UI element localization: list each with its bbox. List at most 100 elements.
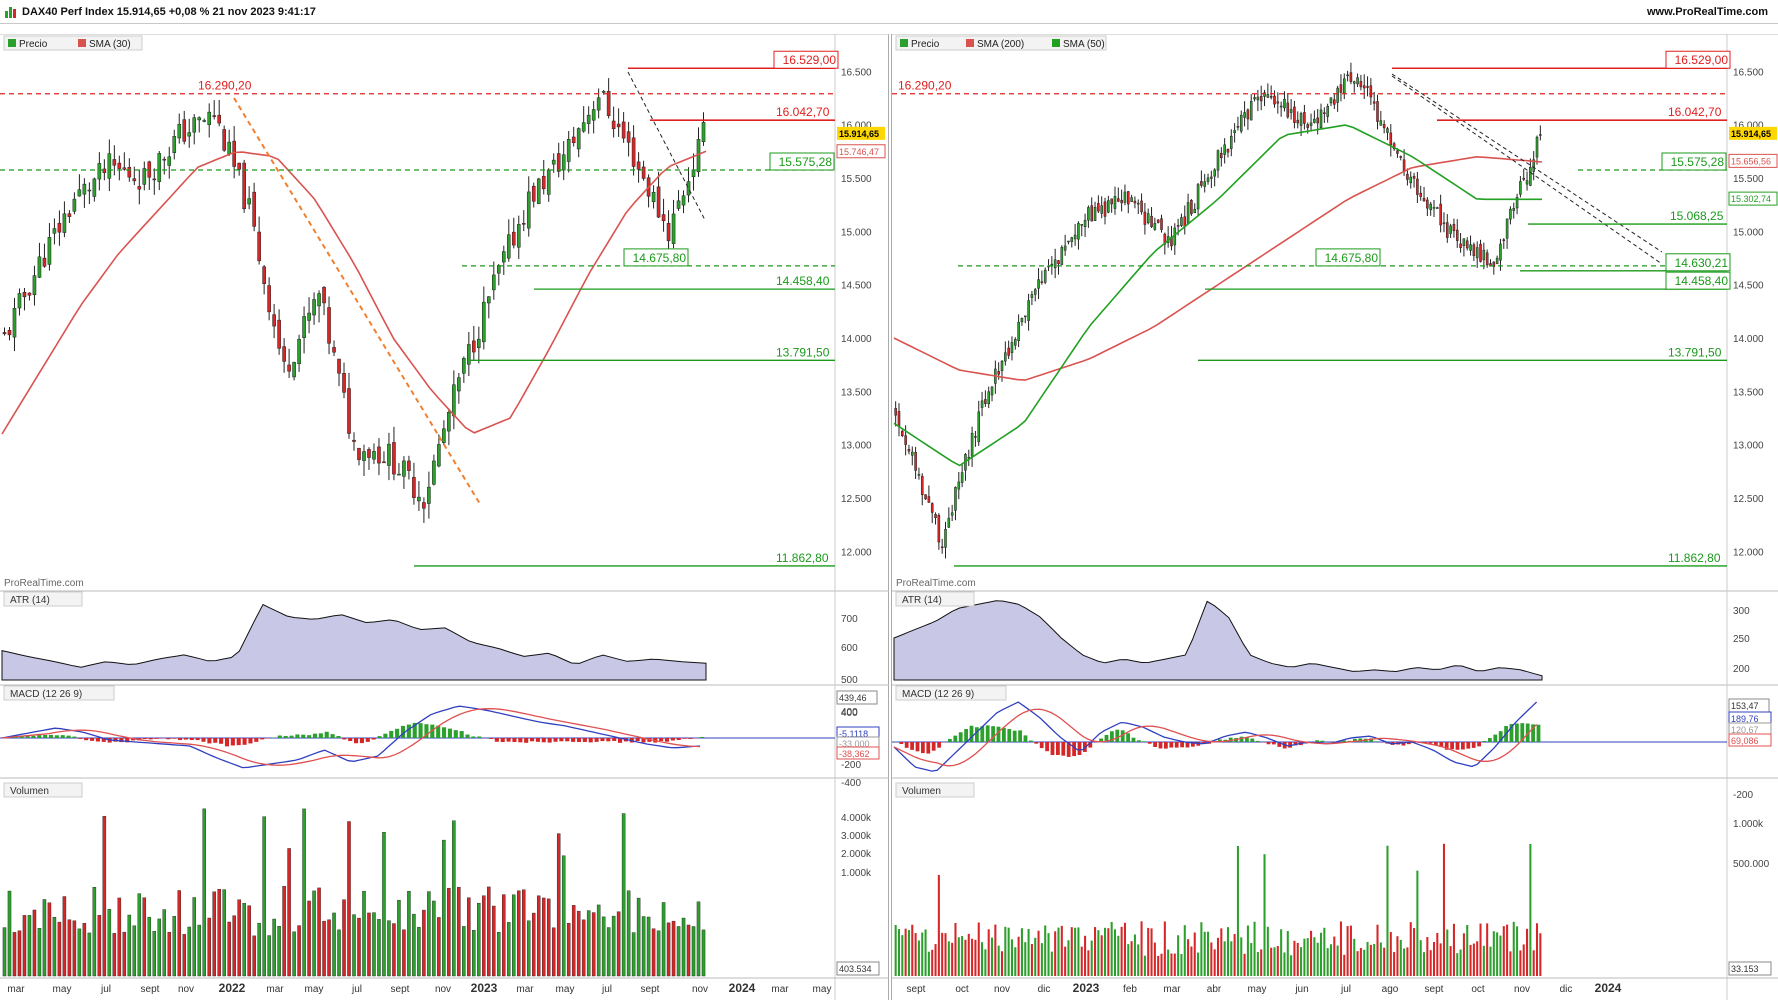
- last-price-tag: [837, 126, 885, 140]
- legend-label[interactable]: Precio: [19, 39, 48, 50]
- macd-histogram-bar: [1158, 742, 1163, 749]
- volume-bar: [1296, 942, 1299, 976]
- volume-bar: [492, 905, 496, 977]
- volume-bar: [911, 924, 914, 976]
- candle: [1097, 203, 1100, 212]
- time-axis-tick: abr: [1207, 984, 1222, 995]
- candle: [1449, 225, 1452, 234]
- volume-bar: [1014, 947, 1017, 976]
- macd-histogram-bar: [500, 738, 505, 743]
- macd-legend-label[interactable]: MACD (12 26 9): [902, 689, 974, 700]
- volume-bar: [917, 940, 920, 976]
- candle: [511, 231, 516, 246]
- candle: [671, 213, 676, 244]
- macd-histogram-bar: [312, 733, 318, 738]
- volume-bar: [696, 901, 701, 977]
- volume-legend-label[interactable]: Volumen: [10, 786, 49, 797]
- candle: [1372, 101, 1376, 104]
- macd-histogram-bar: [1169, 742, 1174, 748]
- legend-label[interactable]: Precio: [911, 39, 940, 50]
- candle: [132, 178, 137, 182]
- macd-histogram-bar: [1039, 742, 1044, 749]
- volume-bar: [691, 926, 696, 977]
- volume-axis-tick: 1.000k: [841, 868, 872, 879]
- macd-axis-tick: -400: [841, 778, 861, 789]
- atr-legend-label[interactable]: ATR (14): [902, 595, 942, 606]
- volume-value-label: 33.153: [1731, 964, 1759, 974]
- volume-bar: [666, 922, 671, 977]
- macd-legend-label[interactable]: MACD (12 26 9): [10, 689, 82, 700]
- candle: [541, 175, 546, 190]
- candle: [27, 292, 32, 296]
- legend-label[interactable]: SMA (50): [1063, 39, 1105, 50]
- atr-value-label: 153,47: [1731, 701, 1759, 711]
- volume-bar: [1426, 937, 1429, 976]
- legend-label[interactable]: SMA (30): [89, 39, 131, 50]
- volume-bar: [1120, 926, 1123, 976]
- macd-histogram-bar: [1353, 738, 1357, 742]
- volume-bar: [1197, 952, 1200, 976]
- atr-area: [893, 600, 1543, 681]
- candle: [347, 388, 351, 434]
- candle: [506, 234, 511, 259]
- volume-legend-label[interactable]: Volumen: [902, 786, 941, 797]
- candle: [1426, 199, 1429, 209]
- macd-histogram-bar: [336, 736, 341, 738]
- candle: [237, 162, 241, 170]
- candle: [1299, 113, 1303, 126]
- candle: [227, 141, 231, 155]
- indicator-value-label: 15.746,47: [839, 147, 879, 157]
- candle: [566, 139, 571, 162]
- macd-axis-tick: 400: [841, 708, 858, 719]
- candle: [581, 122, 586, 132]
- site-label[interactable]: www.ProRealTime.com: [1646, 6, 1768, 18]
- macd-histogram-bar: [25, 735, 30, 738]
- candle: [1077, 222, 1080, 240]
- left-chart-pane[interactable]: 16.529,00 16.290,20 16.042,70 15.575,28 14.6…: [0, 34, 889, 1000]
- candle: [1140, 200, 1143, 213]
- left-chart-canvas[interactable]: 16.529,00 16.290,20 16.042,70 15.575,28 14.6…: [0, 34, 889, 1000]
- macd-histogram-bar: [1061, 742, 1066, 756]
- macd-histogram-bar: [1099, 738, 1103, 742]
- macd-histogram-bar: [348, 738, 353, 742]
- macd-histogram-bar: [985, 725, 990, 742]
- price-level-box: [1665, 253, 1731, 272]
- macd-histogram-bar: [1342, 740, 1346, 742]
- macd-histogram-bar: [670, 738, 675, 741]
- last-price-label: 15.914,65: [839, 129, 879, 139]
- volume-bar: [402, 929, 406, 977]
- candle: [556, 153, 561, 172]
- macd-histogram-bar: [1450, 742, 1454, 750]
- volume-bar: [1147, 927, 1150, 976]
- candle: [904, 435, 907, 445]
- candle: [501, 251, 506, 263]
- volume-bar: [527, 920, 531, 977]
- candle: [277, 319, 281, 349]
- macd-histogram-bar: [318, 733, 323, 738]
- macd-histogram-bar: [1515, 723, 1519, 742]
- price-level-box: [623, 248, 689, 267]
- macd-histogram-bar: [1185, 742, 1190, 748]
- right-chart-pane[interactable]: 16.529,00 16.290,20 16.042,70 15.575,28 15.0…: [891, 34, 1778, 1000]
- candle: [1200, 181, 1203, 186]
- legend-label[interactable]: SMA (200): [977, 39, 1024, 50]
- volume-bar: [1396, 936, 1399, 976]
- volume-bar: [944, 933, 947, 976]
- volume-bar: [267, 935, 271, 977]
- volume-bar: [417, 927, 421, 977]
- candle: [1339, 84, 1343, 93]
- volume-bar: [1173, 953, 1176, 976]
- legend-swatch-icon: [900, 39, 908, 47]
- volume-bar: [1379, 942, 1382, 976]
- volume-bar: [452, 820, 456, 977]
- volume-bar: [1054, 931, 1057, 976]
- volume-bar: [202, 808, 206, 977]
- volume-value-label: 403.534: [839, 964, 872, 974]
- macd-histogram-bar: [553, 738, 558, 742]
- candle: [437, 444, 441, 467]
- volume-bar: [297, 925, 301, 977]
- atr-legend-label[interactable]: ATR (14): [10, 595, 50, 606]
- volume-bar: [1363, 949, 1366, 976]
- right-chart-canvas[interactable]: 16.529,00 16.290,20 16.042,70 15.575,28 15.0…: [892, 34, 1778, 1000]
- macd-histogram-bar: [307, 735, 312, 738]
